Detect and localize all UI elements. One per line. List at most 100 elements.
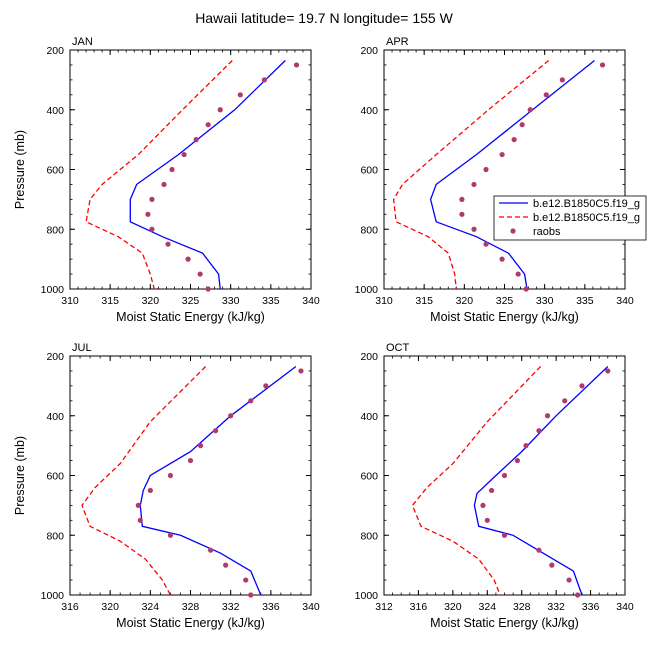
x-tick-label: 324 (479, 601, 497, 613)
raobs-point (459, 196, 465, 202)
y-tick-label: 600 (360, 471, 378, 483)
x-tick-label: 316 (61, 601, 79, 613)
panel-label: OCT (386, 342, 410, 354)
x-tick-label: 320 (444, 601, 462, 613)
y-tick-label: 200 (360, 45, 378, 57)
x-axis-label: Moist Static Energy (kJ/kg) (116, 310, 265, 324)
y-tick-label: 400 (46, 105, 64, 117)
raobs-point (549, 562, 555, 568)
raobs-point (499, 151, 505, 158)
raobs-point (165, 241, 171, 247)
raobs-point (167, 472, 174, 479)
raobs-point (237, 92, 243, 98)
x-axis-label: Moist Static Energy (kJ/kg) (430, 310, 579, 324)
y-tick-label: 1000 (41, 590, 65, 602)
x-tick-label: 315 (101, 295, 119, 307)
x-tick-label: 335 (576, 295, 594, 307)
y-tick-label: 1000 (355, 590, 379, 602)
x-tick-label: 328 (182, 601, 200, 613)
y-tick-label: 1000 (355, 284, 379, 296)
raobs-point (217, 107, 223, 113)
x-tick-label: 330 (222, 295, 240, 307)
raobs-point (149, 226, 155, 232)
raobs-point (263, 383, 269, 389)
raobs-point (298, 368, 304, 374)
legend-marker-3 (510, 228, 516, 234)
raobs-point (181, 151, 187, 158)
raobs-point (161, 181, 167, 188)
raobs-point (185, 256, 191, 262)
raobs-point (523, 286, 529, 292)
raobs-point (243, 577, 249, 583)
raobs-point (484, 517, 490, 523)
raobs-point (197, 443, 204, 449)
raobs-point (559, 77, 565, 83)
legend: b.e12.B1850C5.f19_g b.e12.B1850C5.f19_g … (493, 195, 647, 241)
x-tick-label: 325 (496, 295, 514, 307)
y-tick-label: 800 (360, 224, 378, 236)
raobs-point (459, 211, 465, 217)
y-tick-label: 200 (360, 351, 378, 363)
y-tick-label: 600 (360, 165, 378, 177)
x-tick-label: 315 (415, 295, 433, 307)
figure-title: Hawaii latitude= 19.7 N longitude= 155 W (195, 10, 453, 26)
x-tick-label: 340 (616, 295, 634, 307)
raobs-point (248, 592, 254, 598)
x-tick-label: 328 (513, 601, 531, 613)
y-tick-label: 400 (360, 105, 378, 117)
series-line-blue-solid (129, 60, 286, 290)
series-line-red-dashed (411, 366, 542, 596)
y-tick-label: 400 (46, 411, 64, 423)
raobs-point (293, 62, 300, 68)
raobs-point (483, 166, 489, 173)
raobs-point (480, 502, 486, 508)
x-tick-label: 330 (536, 295, 554, 307)
series-line-red-dashed (392, 59, 550, 290)
panel-label: APR (386, 36, 409, 48)
raobs-point (248, 398, 254, 404)
y-tick-label: 800 (46, 530, 64, 542)
raobs-point (167, 532, 174, 538)
x-tick-label: 310 (61, 295, 79, 307)
series-line-blue-solid (473, 366, 609, 596)
x-tick-label: 335 (262, 295, 280, 307)
raobs-point (515, 271, 521, 277)
raobs-point (488, 487, 495, 494)
x-tick-label: 332 (547, 601, 565, 613)
raobs-point (213, 428, 219, 434)
raobs-point (544, 413, 551, 419)
x-tick-label: 340 (616, 601, 634, 613)
raobs-point (137, 517, 143, 523)
chart-panel-jul: JUL 316 320 324 328 332 336 340 200 400 600 800 1000… (13, 342, 320, 630)
chart-panel-jan: JAN 310 315 320 325 330 335 340 200 400 600 800 1000… (13, 36, 320, 324)
x-tick-label: 340 (302, 601, 320, 613)
raobs-point (566, 577, 572, 583)
y-tick-label: 600 (46, 471, 64, 483)
raobs-point (471, 181, 477, 188)
raobs-point (523, 443, 529, 449)
raobs-point (147, 487, 153, 494)
x-tick-label: 324 (142, 601, 160, 613)
raobs-point (483, 241, 489, 247)
chart-panel-apr: APR 310 315 320 325 330 335 340 200 400 600 800 1000… (355, 36, 634, 324)
y-axis-label: Pressure (mb) (13, 130, 27, 209)
raobs-point (501, 532, 508, 538)
raobs-point (169, 166, 175, 173)
raobs-point (536, 428, 542, 434)
raobs-point (575, 592, 581, 598)
y-tick-label: 400 (360, 411, 378, 423)
x-tick-label: 310 (375, 295, 393, 307)
y-tick-label: 200 (46, 45, 64, 57)
legend-label-3: raobs (533, 226, 561, 238)
raobs-point (499, 256, 505, 262)
raobs-point (562, 398, 568, 404)
raobs-point (261, 77, 268, 83)
raobs-point (193, 137, 199, 143)
x-tick-label: 320 (101, 601, 119, 613)
panels-group: JAN 310 315 320 325 330 335 340 200 400 600 800 1000… (13, 36, 634, 630)
y-tick-label: 600 (46, 165, 64, 177)
raobs-point (205, 122, 211, 128)
raobs-point (605, 368, 611, 374)
